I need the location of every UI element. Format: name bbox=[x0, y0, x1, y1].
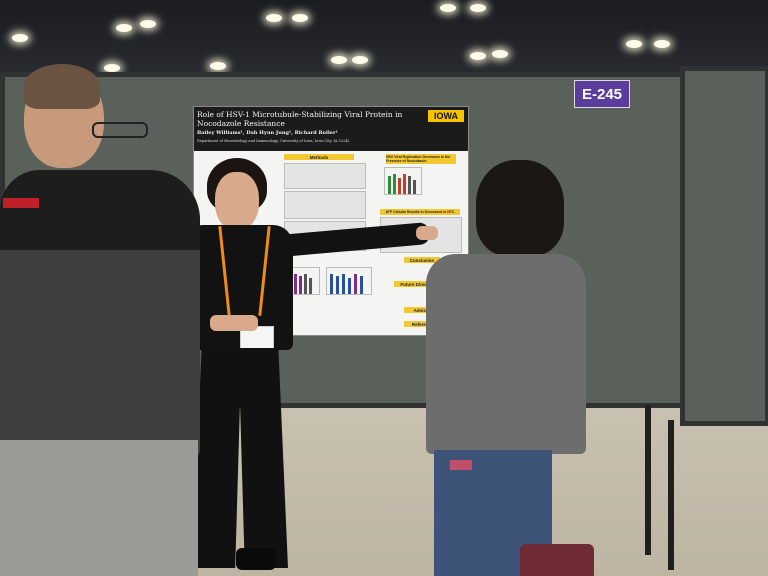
section-results-1: HSV Viral Replication Decreases in the P… bbox=[386, 154, 456, 164]
presenter-hand bbox=[416, 226, 438, 240]
ceiling-light bbox=[654, 40, 670, 48]
woman-blazer bbox=[426, 254, 586, 454]
presenter-hand bbox=[210, 315, 258, 331]
chart-bar bbox=[294, 274, 297, 294]
phone-in-pocket bbox=[450, 460, 472, 470]
chart-bar bbox=[342, 274, 345, 294]
section-conclusion: Conclusion bbox=[404, 257, 440, 263]
visitor-man bbox=[0, 60, 210, 576]
woman-hair bbox=[476, 160, 564, 256]
ceiling-light bbox=[352, 56, 368, 64]
ceiling-light bbox=[292, 14, 308, 22]
chart-bar bbox=[360, 276, 363, 294]
poster-title: Role of HSV-1 Microtubule-Stabilizing Vi… bbox=[197, 110, 403, 128]
chart-bar bbox=[413, 180, 416, 194]
ceiling-light bbox=[116, 24, 132, 32]
chart-bar bbox=[299, 276, 302, 294]
chart-bar bbox=[408, 176, 411, 194]
chart-bar bbox=[388, 176, 391, 194]
ceiling-light bbox=[266, 14, 282, 22]
presenter bbox=[180, 150, 438, 576]
ceiling-light bbox=[470, 52, 486, 60]
bar-chart-figure bbox=[384, 167, 422, 195]
bar-chart-figure bbox=[326, 267, 372, 295]
poster-authors: Bailey Williams¹, Dah Hyun Jung¹, Richar… bbox=[197, 130, 338, 136]
section-advisor: Advisor bbox=[404, 307, 440, 313]
ceiling-light bbox=[331, 56, 347, 64]
ceiling-light bbox=[492, 50, 508, 58]
board-stand-leg bbox=[645, 405, 651, 555]
section-references: References bbox=[404, 321, 444, 327]
poster-department: Department of Microbiology and Immunolog… bbox=[197, 139, 350, 143]
chart-bar bbox=[336, 276, 339, 294]
section-future-directions: Future Directions bbox=[394, 281, 444, 287]
bar-chart-figure bbox=[290, 267, 320, 295]
chart-bar bbox=[398, 178, 401, 194]
chart-bar bbox=[354, 274, 357, 294]
shirt-logo bbox=[3, 198, 39, 208]
methods-figure bbox=[284, 191, 366, 219]
eyeglasses bbox=[92, 122, 148, 138]
ceiling-light bbox=[470, 4, 486, 12]
ceiling-light bbox=[104, 64, 120, 72]
man-shirt-yoke bbox=[0, 170, 200, 250]
board-stand-leg bbox=[668, 420, 674, 570]
section-methods: Methods bbox=[284, 154, 354, 160]
ceiling-light bbox=[626, 40, 642, 48]
chart-bar bbox=[304, 274, 307, 294]
man-hair bbox=[24, 64, 100, 109]
chart-bar bbox=[309, 278, 312, 294]
ceiling-light bbox=[210, 62, 226, 70]
booth-number-sign: E-245 bbox=[574, 80, 630, 108]
chart-bar bbox=[403, 174, 406, 194]
visitor-woman bbox=[420, 160, 590, 576]
poster-header: Role of HSV-1 Microtubule-Stabilizing Vi… bbox=[194, 107, 468, 151]
university-logo: IOWA bbox=[428, 110, 464, 122]
chart-bar bbox=[348, 278, 351, 294]
man-pants bbox=[0, 440, 198, 576]
presenter-shoe bbox=[236, 548, 276, 570]
section-results-2: ATP Cellular Results in Decreased in HTC bbox=[380, 209, 460, 215]
chart-bar bbox=[393, 174, 396, 194]
ceiling-light bbox=[140, 20, 156, 28]
presenter-face bbox=[215, 172, 259, 230]
handbag bbox=[520, 544, 594, 576]
methods-figure bbox=[284, 163, 366, 189]
neighbor-poster-board bbox=[680, 66, 768, 426]
ceiling-light bbox=[440, 4, 456, 12]
ceiling-light bbox=[12, 34, 28, 42]
chart-bar bbox=[330, 274, 333, 294]
